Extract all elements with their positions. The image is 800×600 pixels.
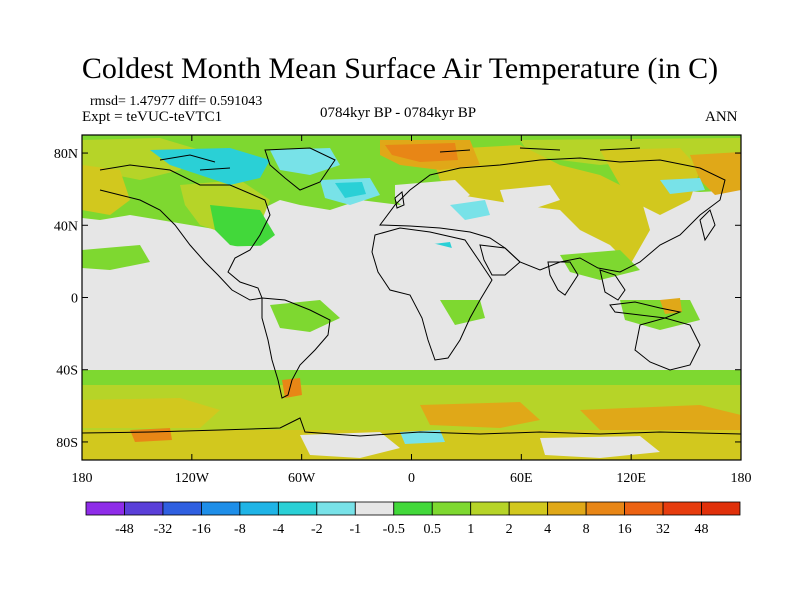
x-tick-label: 180: [72, 471, 93, 486]
colorbar-label: 16: [618, 522, 632, 537]
y-tick-label: 40N: [54, 219, 78, 234]
coast-uk: [394, 191, 405, 209]
colorbar-label: -1: [349, 522, 361, 537]
x-tick-label: 0: [408, 471, 415, 486]
field-siberia-white: [500, 185, 560, 210]
field-australia-orange: [660, 298, 682, 314]
coast-japan: [699, 209, 716, 242]
y-tick-label: 40S: [56, 364, 78, 379]
y-tick-label: 0: [71, 292, 78, 307]
field-south-yellow: [82, 385, 741, 430]
x-tick-label: 120W: [175, 471, 210, 486]
field-europe-white: [395, 180, 470, 212]
coast-south-america: [261, 297, 331, 399]
colorbar-swatch: [431, 501, 472, 516]
colorbar-label: 32: [656, 522, 670, 537]
coast-greenland: [264, 147, 336, 191]
colorbar-swatch: [508, 501, 549, 516]
field-south-orange-1: [420, 402, 540, 428]
temperature-field: [82, 135, 741, 460]
x-tick-label: 180: [731, 471, 752, 486]
colorbar-swatch: [162, 501, 202, 516]
plot-title: Coldest Month Mean Surface Air Temperatu…: [81, 52, 719, 85]
field-south-orange-2: [580, 405, 741, 432]
colorbar-label: -8: [234, 522, 246, 537]
y-tick-label: 80S: [56, 436, 78, 451]
colorbar-label: 4: [544, 522, 551, 537]
colorbar: -48 -32 -16 -8 -4 -2 -1 -0.5 0.5 1 2 4 8 16 32 48: [85, 501, 741, 537]
period-label: 0784kyr BP - 0784kyr BP: [320, 105, 477, 121]
colorbar-label: 1: [467, 522, 474, 537]
colorbar-label: 0.5: [423, 522, 441, 537]
y-tick-label: 80N: [54, 147, 78, 162]
colorbar-swatch: [393, 501, 433, 516]
field-ne-asia-orange: [690, 152, 741, 195]
colorbar-label: -4: [273, 522, 285, 537]
colorbar-swatch: [470, 501, 510, 516]
field-south-yellow-2: [82, 398, 220, 428]
colorbar-label: -16: [192, 522, 211, 537]
x-tick-label: 60W: [288, 471, 316, 486]
field-pacific-cyan: [660, 178, 705, 194]
coast-india: [547, 261, 579, 296]
coast-africa: [371, 227, 493, 361]
coast-arabia: [479, 244, 521, 276]
colorbar-swatch: [354, 501, 395, 516]
field-tropics-green-1: [82, 245, 150, 270]
field-greenland-cyan: [150, 148, 270, 185]
field-greenland-light: [270, 148, 340, 175]
colorbar-label: -32: [154, 522, 173, 537]
field-tropics-neutral: [82, 230, 741, 370]
colorbar-label: 2: [506, 522, 513, 537]
colorbar-swatch: [239, 501, 279, 516]
field-antarctica-white-1: [300, 432, 400, 458]
coast-se-asia: [599, 269, 626, 301]
coast-arctic-islands: [159, 147, 641, 171]
colorbar-swatch: [547, 501, 587, 516]
colorbar-label: 8: [583, 522, 590, 537]
x-tick-label: 120E: [616, 471, 646, 486]
colorbar-label: -0.5: [383, 522, 405, 537]
colorbar-label: -2: [311, 522, 323, 537]
x-axis: 180 120W 60W 0 60E 120E 180: [72, 135, 752, 486]
experiment-label: Expt = teVUC-teVTC1: [82, 109, 223, 125]
coast-australia: [634, 317, 701, 371]
colorbar-swatch: [662, 501, 702, 516]
colorbar-swatch: [624, 501, 664, 516]
coastlines: [81, 147, 742, 437]
colorbar-label: -48: [115, 522, 134, 537]
stats-text: rmsd= 1.47977 diff= 0.591043: [90, 94, 263, 109]
field-antarctica-cyan: [400, 430, 445, 444]
coast-eurasia: [379, 157, 726, 273]
field-caspian-cyan: [450, 200, 490, 220]
season-label: ANN: [705, 109, 738, 125]
field-east-asia-yellow: [600, 148, 700, 215]
field-antarctica-white-2: [540, 436, 660, 458]
field-alaska-yellow: [82, 165, 130, 215]
field-tropics-green-2: [270, 300, 340, 332]
colorbar-swatch: [701, 501, 741, 516]
colorbar-swatch: [201, 501, 241, 516]
field-drake-orange: [282, 378, 302, 398]
x-tick-label: 60E: [510, 471, 533, 486]
colorbar-swatch: [124, 501, 164, 516]
field-antarctica-orange: [130, 428, 172, 442]
coast-antarctica: [81, 417, 742, 437]
field-atlantic-cyan-dark: [335, 182, 366, 198]
colorbar-swatch: [585, 501, 625, 516]
colorbar-swatch: [85, 501, 125, 516]
colorbar-swatch: [316, 501, 356, 516]
coast-indonesia: [609, 301, 682, 319]
coast-north-america: [99, 164, 271, 301]
colorbar-swatch: [277, 501, 318, 516]
field-tropics-green-5: [440, 300, 485, 325]
field-arctic-orange-2: [385, 143, 458, 162]
field-na-green: [210, 205, 275, 250]
y-axis: 80N 40N 0 40S 80S: [54, 147, 741, 451]
colorbar-label: 48: [695, 522, 709, 537]
